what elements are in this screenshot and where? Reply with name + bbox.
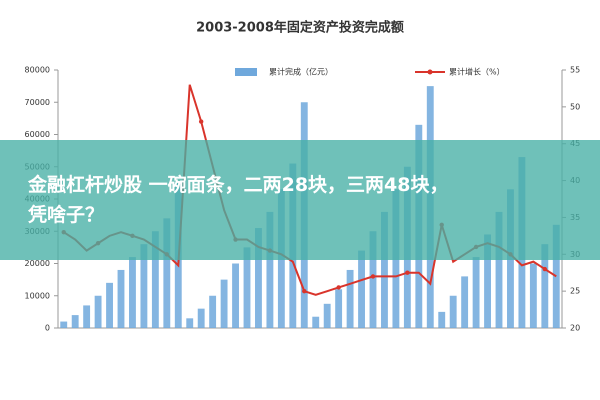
bar [83,305,91,328]
bar [255,228,262,328]
bar [106,282,113,328]
bar [129,257,136,328]
bar [323,303,331,328]
bar [140,244,148,328]
bar [346,269,354,328]
bar [438,311,446,328]
line-marker [198,119,204,124]
bar [220,279,228,328]
y2-tick-label: 20 [570,324,580,333]
bar [461,276,469,328]
y-tick-label: 10000 [25,291,50,300]
bar [60,321,68,328]
y-tick-label: 0 [45,324,50,333]
y-tick-label: 60000 [25,130,50,139]
y-tick-label: 20000 [25,259,50,268]
bar [117,269,125,328]
line-marker [405,270,410,275]
line-marker [336,285,341,290]
bar [71,315,79,328]
bar [381,211,388,328]
bar [209,295,217,328]
legend-label: 累计增长（%） [449,67,505,77]
bar [94,295,102,328]
bar [243,247,251,328]
chart-title: 2003-2008年固定资产投资完成额 [196,20,404,36]
y2-tick-label: 55 [570,66,580,75]
bar [232,263,239,328]
bar [163,218,171,328]
legend-swatch [235,68,257,76]
legend-label: 累计完成（亿元） [269,67,333,77]
line-marker [542,266,548,272]
bar [312,316,320,328]
y2-tick-label: 50 [570,102,580,111]
y-tick-label: 80000 [25,66,50,75]
line-marker [302,288,307,294]
y2-tick-label: 25 [570,287,580,296]
bar [186,318,194,328]
line-marker [370,274,376,279]
bar [472,257,480,328]
bar [335,289,343,328]
bar [484,234,491,328]
bar [495,211,503,328]
bar [529,263,537,328]
bar [151,231,159,328]
overlay-line: 凭啥子？ [28,204,105,226]
y-tick-label: 70000 [25,98,50,107]
overlay-line: 金融杠杆炒股 一碗面条，二两28块，三两48块， [28,174,449,196]
bar [449,295,457,328]
legend-swatch [427,69,433,75]
bar [541,244,549,328]
bar [266,211,274,328]
bar [197,308,205,328]
overlay-banner: 金融杠杆炒股 一碗面条，二两28块，三两48块， 凭啥子？ [0,140,600,260]
bar [369,231,377,328]
bar [358,250,365,328]
